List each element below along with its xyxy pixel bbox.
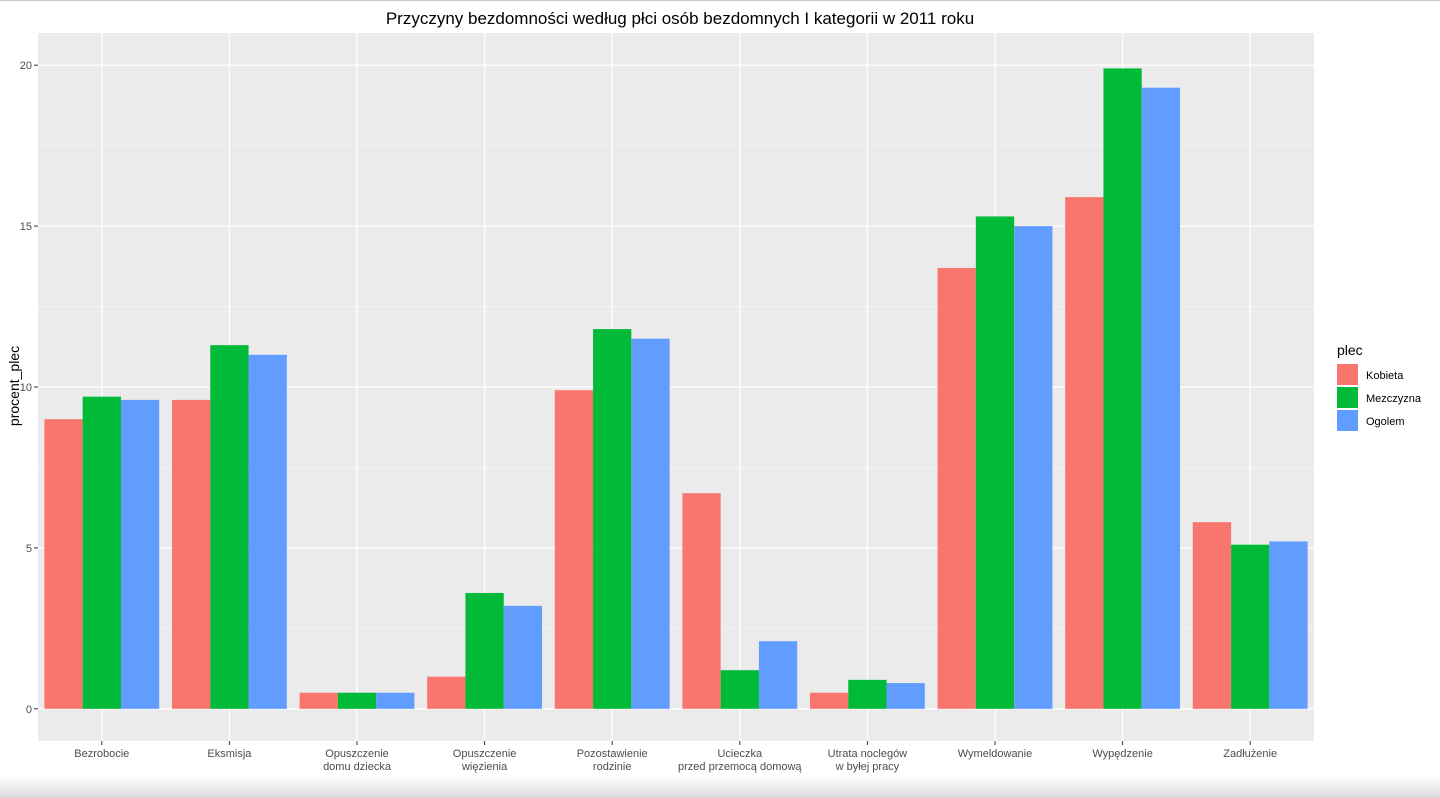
x-tick-label-line: Ucieczka <box>717 748 763 760</box>
x-tick-label-line: rodzinie <box>593 761 632 773</box>
legend-key-mezczyzna <box>1337 387 1358 408</box>
bar-kobieta-7 <box>937 267 976 709</box>
y-tick-label-10: 10 <box>20 382 32 394</box>
x-tick-label-0: Bezrobocie <box>74 748 129 760</box>
window-bottom-shadow <box>0 776 1440 798</box>
x-tick-label-7: Wymeldowanie <box>958 748 1033 760</box>
x-tick-label-3: Opuszczenie więzienia <box>453 748 517 773</box>
bar-mezczyzna-4 <box>593 329 632 709</box>
x-tick-label-2: Opuszczenie domu dziecka <box>323 748 392 773</box>
bar-mezczyzna-9 <box>1231 544 1270 709</box>
legend-title: plec <box>1337 342 1363 358</box>
bar-ogolem-2 <box>376 692 415 709</box>
x-tick-label-8: Wypędzenie <box>1092 748 1152 760</box>
x-tick-label-line: Bezrobocie <box>74 748 129 760</box>
x-tick-label-line: przed przemocą domową <box>678 761 802 773</box>
bar-ogolem-4 <box>631 338 670 709</box>
y-tick-label-15: 15 <box>20 221 32 233</box>
bar-kobieta-8 <box>1065 197 1104 709</box>
bar-mezczyzna-6 <box>848 679 887 709</box>
x-tick-label-6: Utrata noclegów w byłej pracy <box>828 748 908 773</box>
bar-ogolem-1 <box>248 354 287 709</box>
bar-kobieta-6 <box>809 692 849 709</box>
bar-ogolem-9 <box>1269 541 1308 709</box>
legend-key-kobieta <box>1337 364 1358 385</box>
x-tick-label-line: Wypędzenie <box>1092 748 1152 760</box>
bar-kobieta-0 <box>44 419 83 709</box>
bar-ogolem-6 <box>886 683 925 709</box>
bar-kobieta-3 <box>427 676 466 709</box>
y-tick-label-0: 0 <box>26 704 32 716</box>
bar-kobieta-4 <box>554 390 594 709</box>
bar-ogolem-7 <box>1014 226 1053 709</box>
legend-label-mezczyzna: Mezczyzna <box>1366 393 1422 405</box>
x-tick-label-line: Pozostawienie <box>577 748 648 760</box>
x-tick-label-line: Utrata noclegów <box>828 748 908 760</box>
x-axis-ticks: Bezrobocie Eksmisja Opuszczenie domu dzieck… <box>74 741 1277 773</box>
x-tick-label-line: Wymeldowanie <box>958 748 1033 760</box>
x-tick-label-1: Eksmisja <box>207 748 252 760</box>
bar-kobieta-2 <box>299 692 338 709</box>
legend-label-kobieta: Kobieta <box>1366 370 1404 382</box>
bar-mezczyzna-1 <box>210 345 249 709</box>
bar-mezczyzna-5 <box>720 670 759 709</box>
x-tick-label-line: więzienia <box>461 761 508 773</box>
window-top-border <box>0 0 1440 1</box>
x-tick-label-line: w byłej pracy <box>835 761 900 773</box>
bar-ogolem-3 <box>503 605 543 709</box>
bars <box>44 68 1308 709</box>
x-tick-label-line: Opuszczenie <box>325 748 389 760</box>
chart-title: Przyczyny bezdomności według płci osób b… <box>386 9 974 28</box>
y-tick-label-5: 5 <box>26 543 32 555</box>
x-tick-label-line: Opuszczenie <box>453 748 517 760</box>
legend-key-ogolem <box>1337 410 1358 431</box>
x-tick-label-4: Pozostawienie rodzinie <box>577 748 648 773</box>
y-axis-title: procent_plec <box>6 346 22 426</box>
x-tick-label-line: Eksmisja <box>207 748 252 760</box>
legend: plec Kobieta Mezczyzna Ogolem <box>1337 342 1422 431</box>
y-axis-ticks: 0 5 10 15 20 <box>20 60 38 716</box>
x-tick-label-9: Zadłużenie <box>1223 748 1277 760</box>
bar-mezczyzna-8 <box>1103 68 1142 709</box>
bar-ogolem-0 <box>120 399 160 709</box>
legend-label-ogolem: Ogolem <box>1366 416 1405 428</box>
bar-mezczyzna-0 <box>82 396 121 709</box>
x-tick-label-line: Zadłużenie <box>1223 748 1277 760</box>
bar-ogolem-8 <box>1141 87 1181 709</box>
y-tick-label-20: 20 <box>20 60 32 72</box>
x-tick-label-line: domu dziecka <box>323 761 392 773</box>
bar-kobieta-5 <box>682 493 721 709</box>
bar-kobieta-9 <box>1192 522 1232 709</box>
bar-ogolem-5 <box>758 641 798 709</box>
bar-kobieta-1 <box>171 399 211 709</box>
bar-mezczyzna-2 <box>337 692 377 709</box>
bar-mezczyzna-7 <box>975 216 1015 709</box>
x-tick-label-5: Ucieczka przed przemocą domową <box>678 748 802 773</box>
bar-mezczyzna-3 <box>465 592 504 709</box>
